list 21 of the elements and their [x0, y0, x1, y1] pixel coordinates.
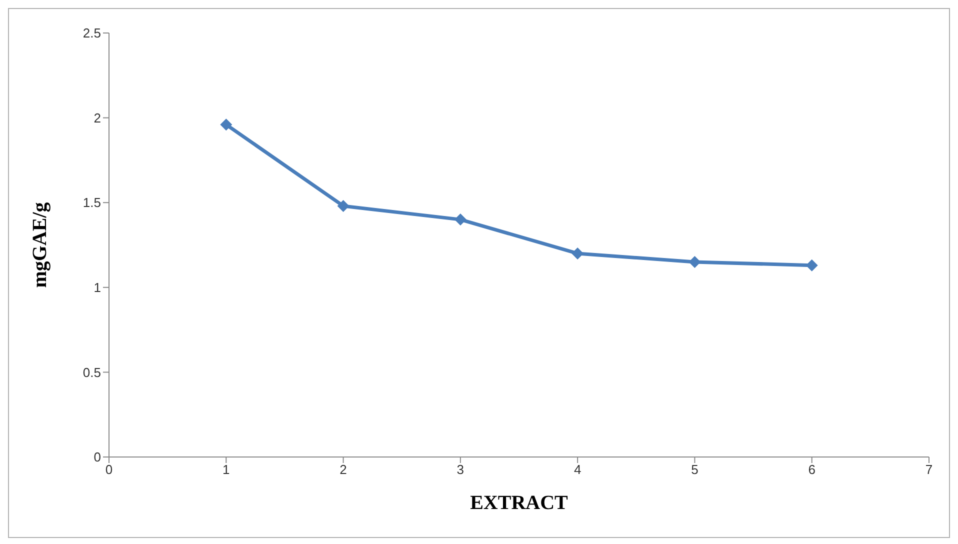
point: [337, 200, 350, 212]
x-tick-label: 5: [691, 462, 698, 478]
y-tick-label: 1.5: [82, 195, 101, 210]
x-tick-label: 1: [222, 462, 230, 478]
point: [454, 214, 466, 226]
y-tick-label: 2.5: [82, 26, 101, 41]
x-tick-label: 7: [925, 462, 933, 478]
y-tick-label: 1: [94, 280, 101, 296]
y-tick-label: 2: [94, 110, 101, 126]
point: [688, 256, 701, 268]
point: [572, 247, 584, 260]
x-tick-label: 6: [808, 462, 816, 478]
point: [220, 118, 232, 131]
x-axis-title: EXTRACT: [470, 492, 569, 514]
y-axis-title: mgGAE/g: [29, 202, 52, 288]
y-tick-label: 0: [94, 450, 101, 465]
x-tick-label: 4: [574, 462, 582, 478]
x-tick-label: 2: [340, 462, 347, 478]
x-tick-label: 3: [456, 462, 464, 478]
x-tick-label: 0: [105, 462, 113, 478]
y-tick-label: 0.5: [82, 364, 101, 380]
